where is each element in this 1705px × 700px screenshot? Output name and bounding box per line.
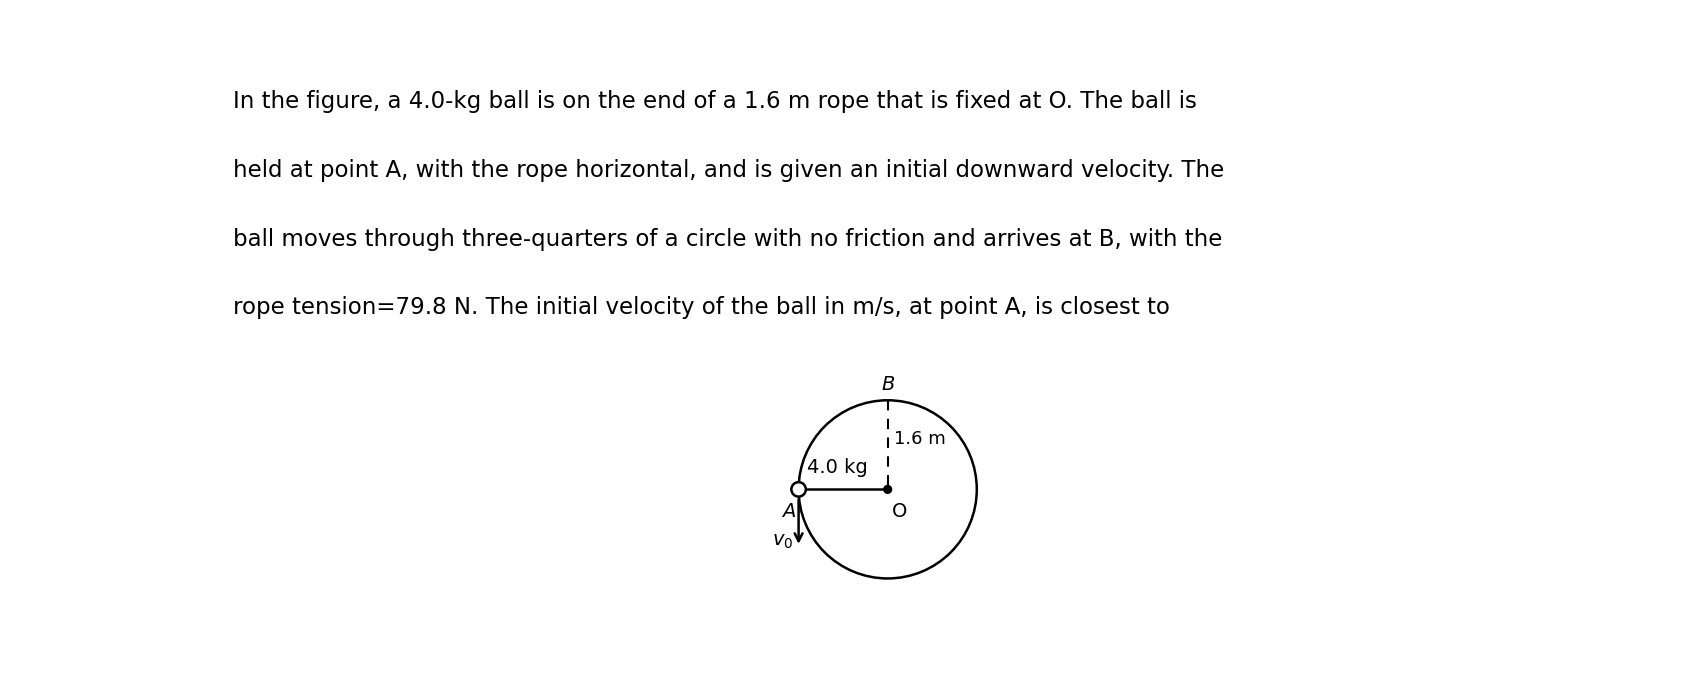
Text: 1.6 m: 1.6 m	[893, 430, 946, 448]
Circle shape	[791, 482, 805, 496]
Text: $v_0$: $v_0$	[771, 531, 793, 551]
Text: held at point A, with the rope horizontal, and is given an initial downward velo: held at point A, with the rope horizonta…	[234, 159, 1224, 182]
Text: rope tension=79.8 N. The initial velocity of the ball in m/s, at point A, is clo: rope tension=79.8 N. The initial velocit…	[234, 296, 1170, 319]
Text: In the figure, a 4.0-kg ball is on the end of a 1.6 m rope that is fixed at O. T: In the figure, a 4.0-kg ball is on the e…	[234, 90, 1197, 113]
Text: 4.0 kg: 4.0 kg	[806, 458, 868, 477]
Text: B: B	[880, 374, 893, 393]
Circle shape	[883, 486, 892, 493]
Text: A: A	[783, 502, 795, 522]
Text: O: O	[892, 502, 907, 521]
Text: ball moves through three-quarters of a circle with no friction and arrives at B,: ball moves through three-quarters of a c…	[234, 228, 1222, 251]
